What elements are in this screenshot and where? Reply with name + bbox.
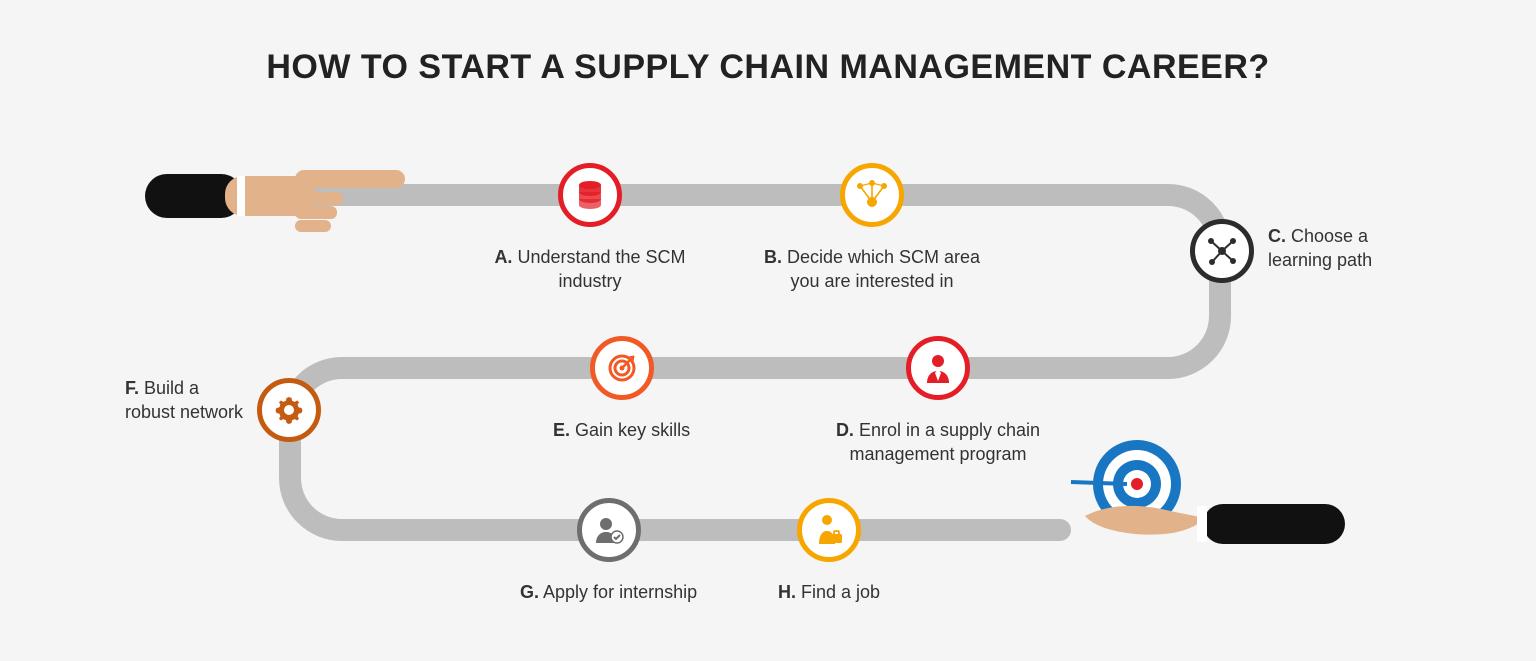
target-icon (590, 336, 654, 400)
step-d: D. Enrol in a supply chain management pr… (818, 336, 1058, 467)
hub-icon (1190, 219, 1254, 283)
user-check-icon (577, 498, 641, 562)
database-icon (558, 163, 622, 227)
step-b: B. Decide which SCM area you are interes… (752, 163, 992, 294)
pointing-hand-icon (145, 156, 415, 236)
step-f (257, 378, 321, 442)
step-e-label: E. Gain key skills (553, 418, 690, 442)
gear-icon (257, 378, 321, 442)
target-hand-icon (1065, 438, 1345, 558)
step-g-label: G. Apply for internship (520, 580, 697, 604)
step-a-label: A. Understand the SCM industry (470, 245, 710, 294)
step-e: E. Gain key skills (553, 336, 690, 442)
step-h-label: H. Find a job (778, 580, 880, 604)
network-icon (840, 163, 904, 227)
step-h: H. Find a job (778, 498, 880, 604)
step-b-label: B. Decide which SCM area you are interes… (752, 245, 992, 294)
person-icon (906, 336, 970, 400)
step-f-label: F. Build a robust network (125, 376, 245, 425)
step-c (1190, 219, 1254, 283)
briefcase-person-icon (797, 498, 861, 562)
step-g: G. Apply for internship (520, 498, 697, 604)
step-d-label: D. Enrol in a supply chain management pr… (818, 418, 1058, 467)
step-a: A. Understand the SCM industry (470, 163, 710, 294)
path-svg (0, 0, 1536, 661)
step-c-label: C. Choose a learning path (1268, 224, 1408, 273)
